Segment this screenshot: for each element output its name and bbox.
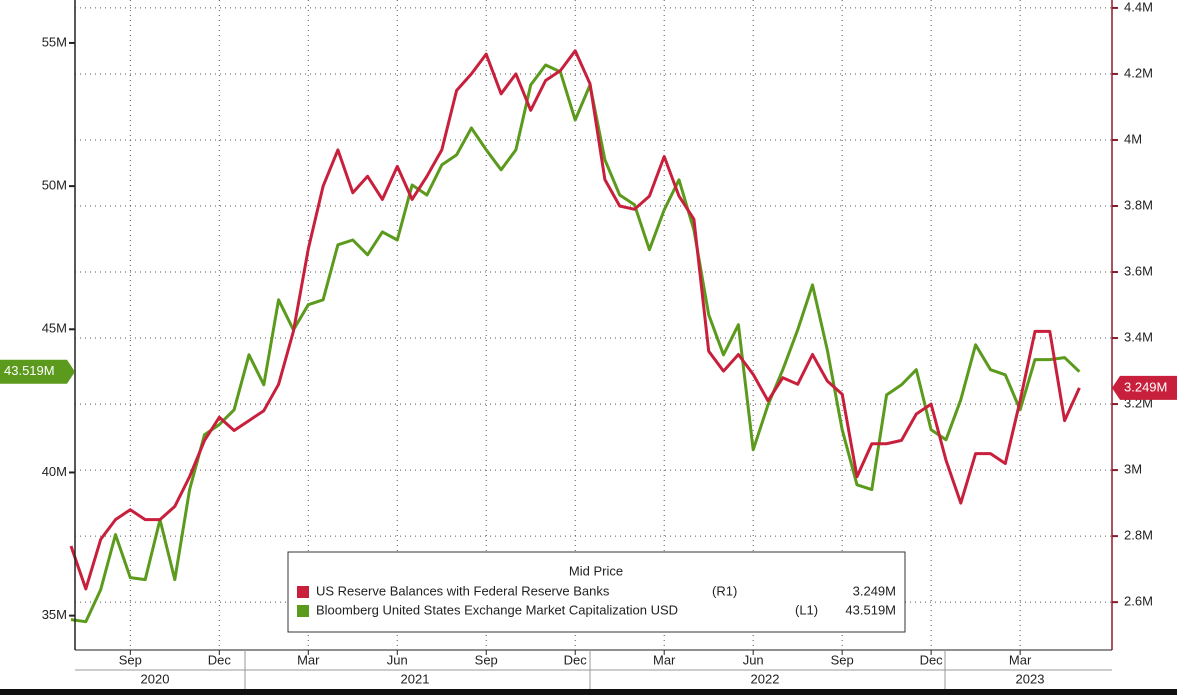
- x-tick-label: Jun: [743, 652, 764, 667]
- x-tick-label: Mar: [653, 652, 676, 667]
- last-value-label: 43.519M: [4, 363, 55, 378]
- y-tick-label: 35M: [42, 607, 67, 622]
- legend-label: US Reserve Balances with Federal Reserve…: [316, 583, 610, 598]
- legend-label: Bloomberg United States Exchange Market …: [316, 602, 678, 617]
- x-tick-label: Dec: [920, 652, 944, 667]
- series-line: [70, 63, 1081, 624]
- year-label: 2020: [141, 671, 170, 686]
- series-line: [69, 49, 1081, 591]
- y2-tick-label: 3M: [1124, 462, 1142, 477]
- x-tick-label: Dec: [208, 652, 232, 667]
- y-tick-label: 40M: [42, 464, 67, 479]
- x-tick-label: Dec: [564, 652, 588, 667]
- legend: Mid Price US Reserve Balances with Feder…: [287, 551, 906, 633]
- x-tick-label: Mar: [1009, 652, 1032, 667]
- last-value-flag: [0, 359, 75, 384]
- y2-tick-label: 4.4M: [1124, 0, 1153, 14]
- y2-tick-label: 2.6M: [1124, 594, 1153, 609]
- legend-axis-tag: (L1): [795, 602, 818, 617]
- y2-tick-label: 4.2M: [1124, 65, 1153, 80]
- grid: [75, 0, 1112, 650]
- y2-tick-label: 3.8M: [1124, 197, 1153, 212]
- legend-swatch: [297, 586, 309, 598]
- legend-box: [287, 551, 906, 633]
- y2-tick-label: 2.8M: [1124, 528, 1153, 543]
- year-label: 2021: [401, 671, 430, 686]
- legend-last-value: 3.249M: [853, 583, 896, 598]
- y-tick-label: 55M: [42, 34, 67, 49]
- last-value-flag: [1112, 375, 1177, 400]
- plot-lines: [69, 49, 1081, 624]
- legend-last-value: 43.519M: [845, 602, 896, 617]
- x-tick-label: Jun: [387, 652, 408, 667]
- y-tick-label: 50M: [42, 178, 67, 193]
- legend-title: Mid Price: [569, 563, 623, 578]
- y2-tick-label: 3.4M: [1124, 329, 1153, 344]
- last-value-label: 3.249M: [1124, 379, 1167, 394]
- x-tick-label: Sep: [475, 652, 498, 667]
- year-label: 2023: [1016, 671, 1045, 686]
- year-label: 2022: [751, 671, 780, 686]
- bottom-band: [0, 689, 1177, 695]
- x-tick-label: Sep: [831, 652, 854, 667]
- legend-swatch: [297, 605, 309, 617]
- x-tick-label: Mar: [297, 652, 320, 667]
- y-tick-label: 45M: [42, 321, 67, 336]
- x-tick-label: Sep: [119, 652, 142, 667]
- y2-tick-label: 4M: [1124, 131, 1142, 146]
- legend-axis-tag: (R1): [712, 583, 737, 598]
- y2-tick-label: 3.6M: [1124, 263, 1153, 278]
